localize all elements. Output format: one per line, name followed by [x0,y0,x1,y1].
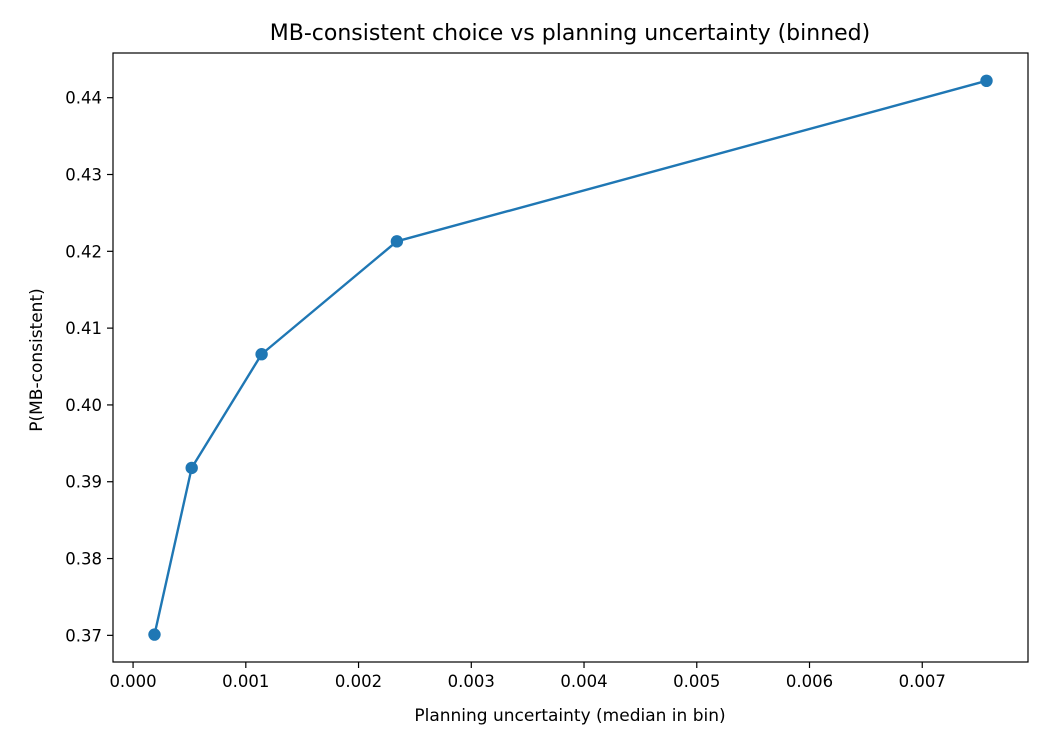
data-point [980,74,993,88]
data-point [390,235,404,248]
x-tick-label: 0.007 [899,672,946,691]
y-tick-label: 0.41 [65,319,102,338]
x-tick-label: 0.002 [335,672,382,691]
data-point [148,628,161,641]
x-tick-label: 0.000 [109,672,156,691]
data-point [255,348,268,361]
x-tick-label: 0.005 [673,672,720,691]
y-tick-label: 0.44 [65,89,102,108]
y-tick-label: 0.38 [65,550,102,569]
plot-area [112,52,1029,663]
x-tick-label: 0.003 [448,672,495,691]
x-axis-label: Planning uncertainty (median in bin) [414,706,725,726]
y-tick-label: 0.43 [65,166,102,185]
x-tick-label: 0.006 [786,672,833,691]
chart-title: MB-consistent choice vs planning uncerta… [270,21,870,46]
y-tick-label: 0.37 [65,626,102,645]
data-series [148,74,993,641]
plot-frame [112,52,1029,663]
x-tick-label: 0.004 [560,672,607,691]
y-axis: 0.37 0.38 0.39 0.40 0.41 0.42 0.43 0.44 [65,89,113,645]
y-tick-label: 0.39 [65,473,102,492]
y-tick-label: 0.40 [65,396,102,415]
y-axis-label: P(MB-consistent) [27,288,47,432]
data-point [185,461,198,475]
x-tick-label: 0.001 [222,672,269,691]
y-tick-label: 0.42 [65,242,102,261]
x-axis: 0.000 0.001 0.002 0.003 0.004 0.005 0.006 0.007 [109,662,946,691]
